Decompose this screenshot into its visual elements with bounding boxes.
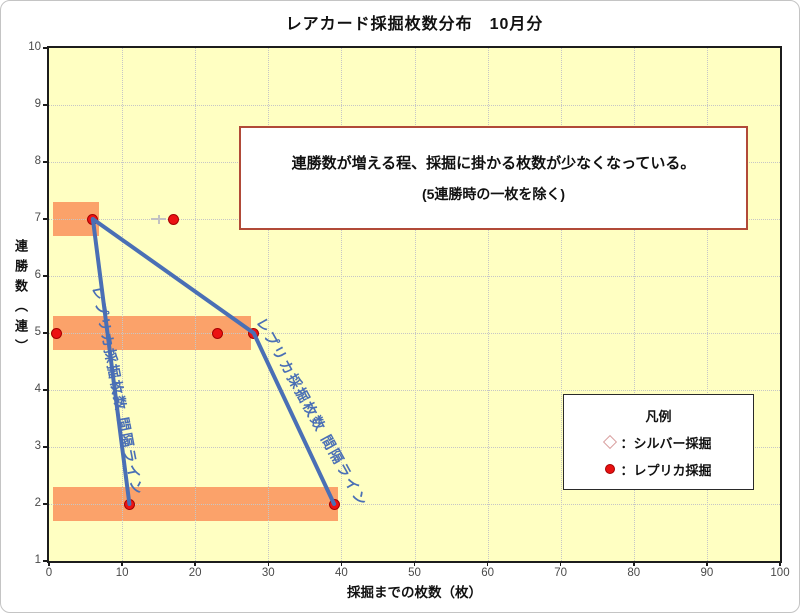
legend-box: 凡例 ：シルバー採掘 ：レプリカ採掘	[563, 394, 754, 490]
interval-lines	[90, 217, 337, 506]
y-tick-label: 9	[34, 98, 41, 110]
replica-point	[211, 327, 223, 339]
gridline-vertical	[195, 48, 197, 561]
gridline-vertical	[268, 48, 270, 561]
x-tick-mark	[633, 561, 635, 566]
diamond-outline-icon	[603, 434, 618, 450]
y-axis-label: 連勝数（連）	[13, 239, 28, 359]
legend-row-silver: ：シルバー採掘	[603, 433, 712, 452]
y-tick-mark	[43, 503, 48, 505]
y-tick-mark	[43, 161, 48, 163]
y-tick-label: 3	[34, 440, 41, 452]
annotation-box: 連勝数が増える程、採掘に掛かる枚数が少なくなっている。 (5連勝時の一枚を除く)	[239, 126, 748, 230]
x-tick-mark	[194, 561, 196, 566]
y-tick-label: 8	[34, 155, 41, 167]
legend-row-replica: ：レプリカ採掘	[605, 460, 712, 479]
annotation-text-line1: 連勝数が増える程、採掘に掛かる枚数が少なくなっている。	[291, 155, 696, 172]
y-tick-label: 1	[34, 554, 41, 566]
x-tick-label: 90	[700, 567, 714, 579]
y-tick-label: 10	[28, 41, 41, 53]
gridline-vertical	[560, 48, 562, 561]
x-tick-label: 40	[334, 567, 348, 579]
chart-title: レアカード採掘枚数分布 10月分	[285, 16, 544, 33]
legend-label-replica: ：レプリカ採掘	[620, 462, 712, 478]
x-axis-label: 採掘までの枚数（枚）	[347, 585, 482, 600]
interval-line	[90, 217, 132, 506]
x-tick-label: 20	[188, 567, 202, 579]
legend-title: 凡例	[645, 408, 672, 424]
replica-point	[50, 327, 62, 339]
y-tick-mark	[43, 389, 48, 391]
x-tick-mark	[48, 561, 50, 566]
replica-point	[167, 213, 179, 225]
y-tick-mark	[43, 446, 48, 448]
x-tick-label: 60	[481, 567, 494, 579]
y-tick-label: 6	[34, 269, 41, 281]
y-tick-label: 5	[34, 326, 41, 338]
red-dot-icon	[605, 464, 616, 474]
silver-point	[151, 214, 167, 224]
x-tick-label: 10	[115, 567, 129, 579]
y-tick-mark	[43, 104, 48, 106]
x-tick-label: 50	[408, 567, 421, 579]
x-tick-mark	[267, 561, 270, 566]
x-tick-mark	[340, 561, 343, 566]
y-tick-label: 7	[34, 212, 41, 224]
annotation-text-line2: (5連勝時の一枚を除く)	[421, 186, 566, 202]
gridline-vertical	[633, 48, 635, 561]
x-tick-label: 80	[627, 567, 641, 579]
gridline-vertical	[414, 48, 416, 561]
x-tick-mark	[559, 561, 562, 566]
x-tick-mark	[413, 561, 416, 566]
x-tick-mark	[121, 561, 123, 566]
y-tick-mark	[43, 332, 48, 334]
y-tick-mark	[43, 47, 48, 49]
gridline-vertical	[487, 48, 489, 561]
y-tick-mark	[43, 218, 48, 220]
highlight-band	[52, 486, 338, 522]
x-tick-label: 30	[261, 567, 275, 579]
x-tick-mark	[706, 561, 708, 566]
x-tick-label: 70	[554, 567, 568, 579]
silver-point-bar	[157, 214, 160, 224]
x-tick-label: 100	[770, 567, 790, 579]
gridline-vertical	[341, 48, 343, 561]
gridline-vertical	[706, 48, 708, 561]
y-tick-label: 4	[34, 383, 41, 395]
legend-label-silver: ：シルバー採掘	[620, 435, 712, 451]
x-tick-mark	[486, 561, 489, 566]
interval-line	[90, 217, 337, 506]
x-tick-label: 0	[45, 567, 53, 579]
y-tick-mark	[43, 560, 48, 562]
x-tick-mark	[779, 561, 781, 566]
y-tick-label: 2	[34, 497, 41, 509]
gridline-vertical	[122, 48, 124, 561]
y-tick-mark	[43, 275, 48, 277]
